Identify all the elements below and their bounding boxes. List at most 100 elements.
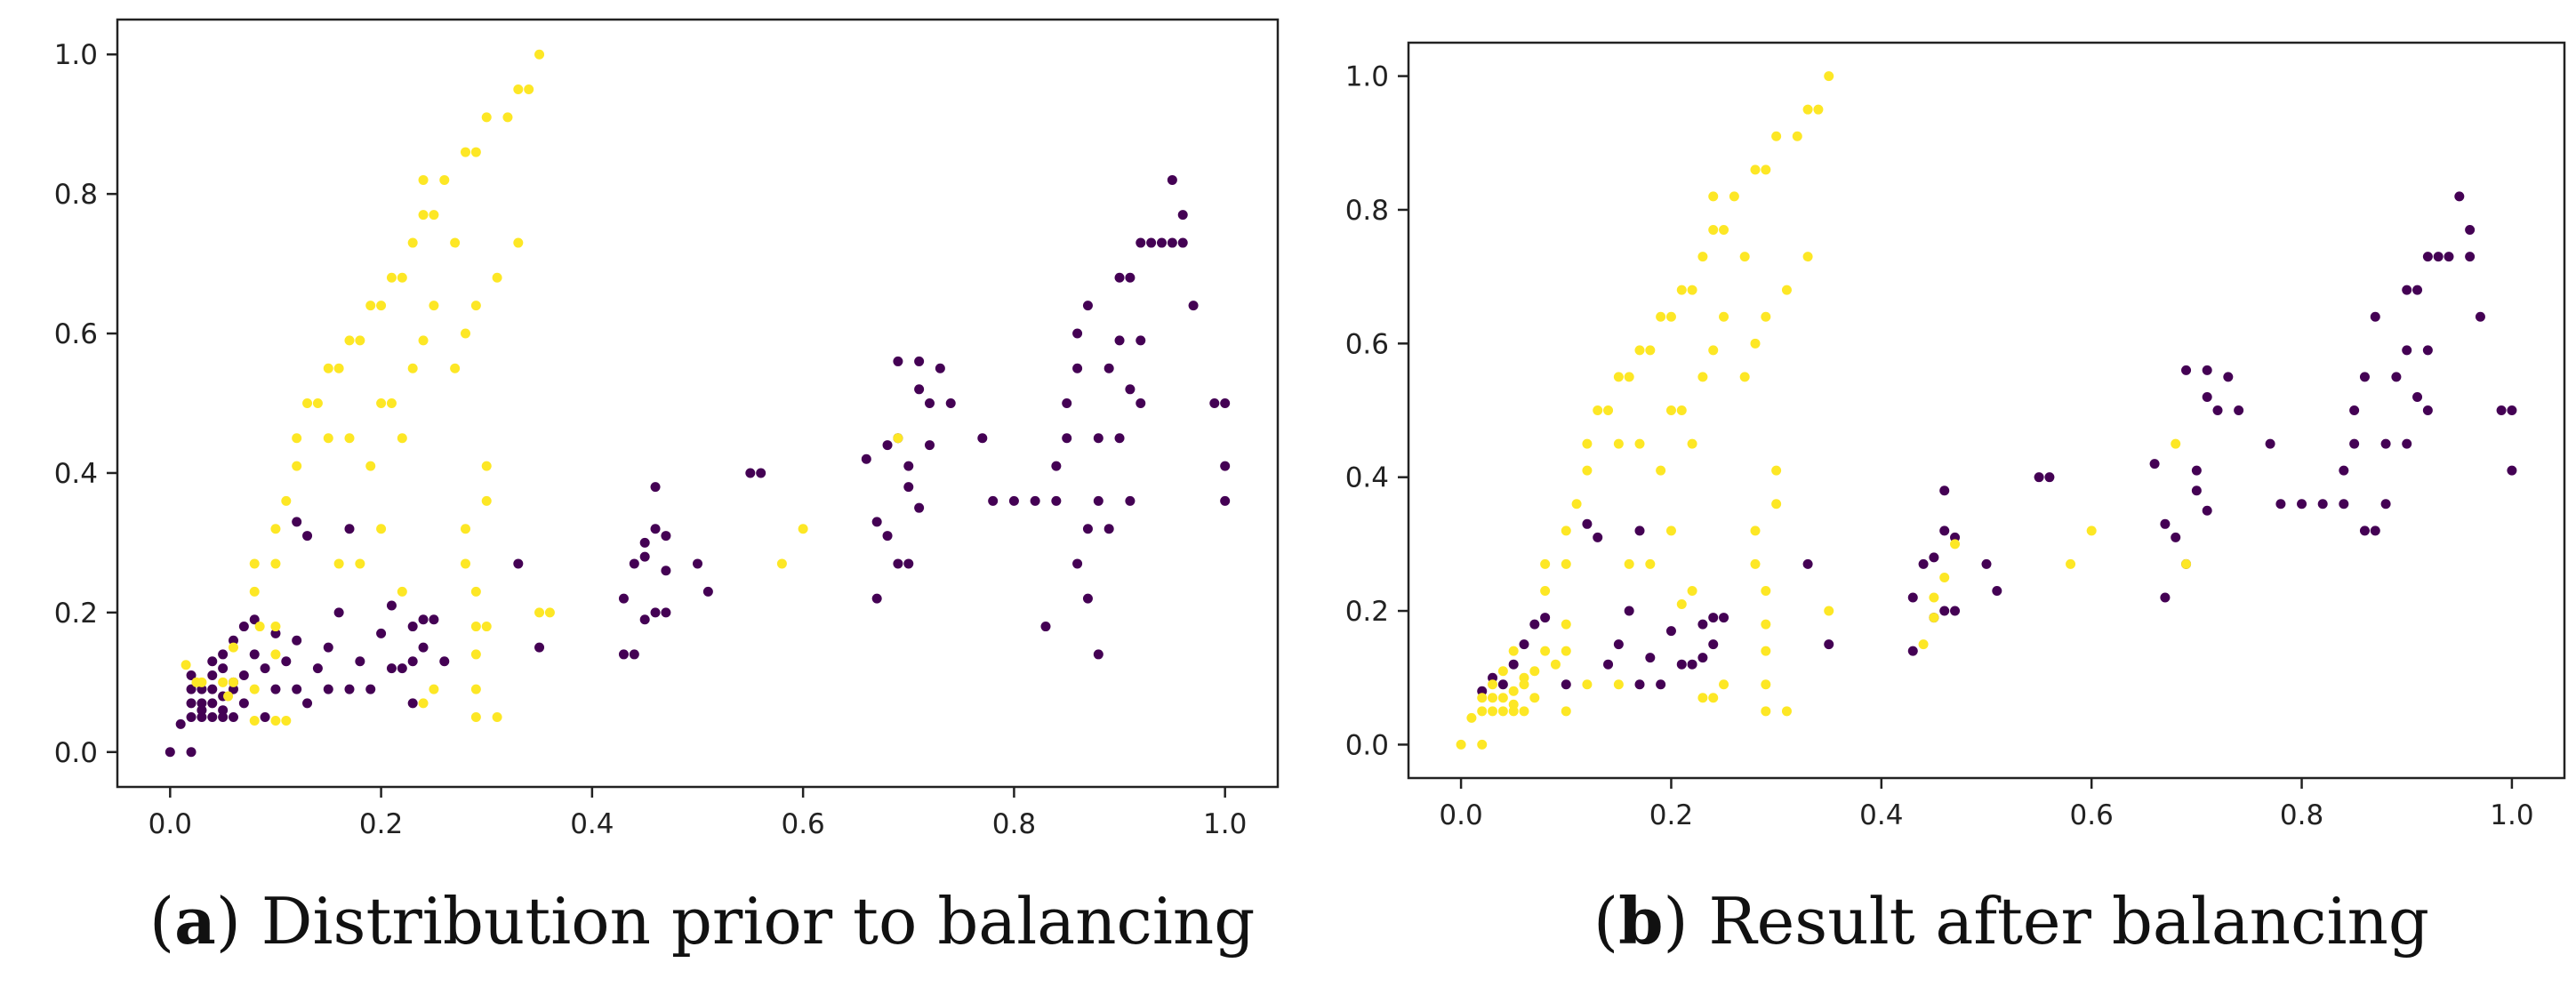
scatter-point [1488,706,1498,717]
scatter-point [1761,585,1771,596]
x-tick-label: 0.6 [2070,799,2114,831]
scatter-point [1624,558,1634,569]
scatter-point [693,558,702,569]
scatter-point [1613,679,1624,690]
scatter-point [292,517,302,527]
scatter-point [197,677,207,687]
scatter-point [249,586,260,597]
scatter-point [661,566,671,576]
scatter-point [502,112,513,123]
scatter-point [1051,495,1062,506]
scatter-point [1466,712,1477,723]
scatter-point [2359,526,2370,536]
scatter-point [2171,532,2181,542]
scatter-point [461,558,470,569]
scatter-point [429,614,439,625]
scatter-point [429,301,439,311]
scatter-point [461,524,470,534]
scatter-point [418,174,429,185]
scatter-point [1739,372,1750,382]
scatter-point [2160,592,2171,603]
scatter-point [175,718,186,729]
scatter-point [2066,558,2076,569]
scatter-point [407,363,418,373]
scatter-point [270,649,281,660]
scatter-point [355,558,365,569]
scatter-point [1708,191,1719,202]
scatter-point [925,440,935,451]
scatter-point [1708,639,1719,650]
scatter-point [2317,499,2328,510]
scatter-point [1477,706,1488,717]
scatter-point [977,433,988,444]
series-class-0 [165,174,1231,758]
scatter-point [1708,345,1719,356]
scatter-point [1761,311,1771,322]
caption-a-label: a [174,883,216,959]
scatter-point [1561,619,1571,630]
scatter-point [1708,613,1719,623]
scatter-point [1603,405,1614,415]
scatter-point [1571,499,1582,510]
scatter-point [218,712,229,723]
scatter-point [2454,191,2465,202]
scatter-point [481,461,492,471]
scatter-point [2202,505,2212,516]
scatter-point [312,398,323,408]
scatter-point [945,398,956,408]
scatter-point [1082,593,1093,604]
scatter-point [1950,606,1961,616]
scatter-point [323,684,333,694]
scatter-point [281,495,292,506]
scatter-point [1750,526,1761,536]
scatter-point [650,482,661,493]
scatter-point [429,684,439,694]
scatter-point [492,272,502,283]
x-tick-label: 0.0 [148,808,192,840]
scatter-point [418,614,429,625]
scatter-point [1687,659,1697,670]
scatter-point [1072,558,1083,569]
scatter-point [1519,706,1529,717]
scatter-point [1040,622,1051,632]
scatter-point [1488,672,1498,683]
scatter-point [218,649,229,660]
scatter-point [2465,225,2476,236]
scatter-plot-a: 0.0 0.2 0.4 0.6 0.8 1.0 0.0 0.2 0.4 0.6 0.8 1.0 [54,18,1280,840]
scatter-point [1561,526,1571,536]
scatter-point [197,712,207,723]
x-tick-label: 0.0 [1439,799,1482,831]
axes-frame [1407,41,2566,780]
scatter-point [639,614,650,625]
scatter-point [186,684,197,694]
scatter-point [1125,495,1136,506]
scatter-point [1761,679,1771,690]
scatter-point [1802,252,1813,262]
scatter-point [1907,592,1918,603]
scatter-point [1634,345,1645,356]
scatter-point [344,433,355,444]
scatter-point [1540,585,1551,596]
scatter-point [1613,639,1624,650]
scatter-point [650,607,661,618]
scatter-point [1082,524,1093,534]
scatter-point [1761,619,1771,630]
scatter-point [1177,210,1188,221]
scatter-point [1750,338,1761,349]
scatter-point [1497,706,1508,717]
scatter-point [903,461,914,471]
scatter-point [1634,438,1645,449]
scatter-point [1645,345,1656,356]
scatter-point [914,502,925,513]
scatter-point [1697,693,1708,703]
scatter-point [223,691,234,702]
scatter-point [534,607,545,618]
scatter-point [1561,679,1571,690]
scatter-point [1550,659,1561,670]
scatter-point [470,586,481,597]
scatter-point [2402,438,2412,449]
scatter-point [1136,398,1146,408]
scatter-point [461,147,470,157]
scatter-point [407,698,418,709]
scatter-point [1761,164,1771,175]
